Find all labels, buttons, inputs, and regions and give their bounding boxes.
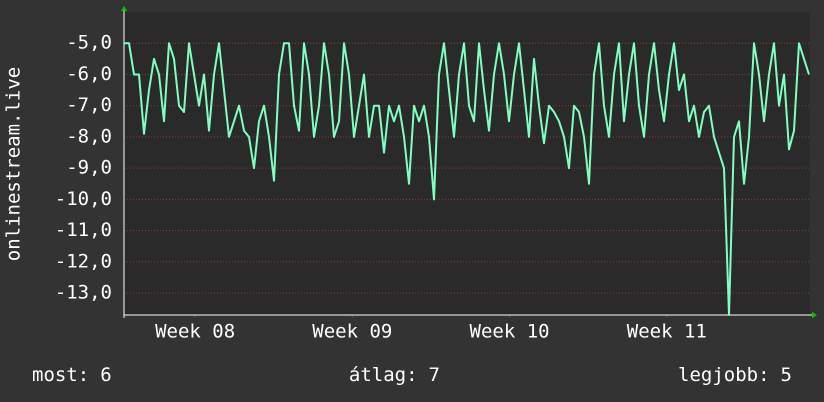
stat: átlag: 7 xyxy=(349,364,440,386)
y-axis-label: onlinestream.live xyxy=(3,67,25,261)
stat-value: 7 xyxy=(429,364,440,386)
x-tick-label: Week 11 xyxy=(627,321,707,343)
x-axis-arrow xyxy=(812,312,817,318)
plot-area xyxy=(124,12,810,315)
stat: most: 6 xyxy=(32,364,112,386)
stat-label: átlag: xyxy=(349,364,418,386)
y-tick-label: -11,0 xyxy=(55,219,112,241)
y-tick-label: -7,0 xyxy=(66,94,112,116)
x-tick-label: Week 08 xyxy=(155,321,235,343)
stat-value: 5 xyxy=(781,364,792,386)
stat-value: 6 xyxy=(100,364,111,386)
x-tick-label: Week 09 xyxy=(312,321,392,343)
y-tick-label: -10,0 xyxy=(55,188,112,210)
y-tick-label: -6,0 xyxy=(66,63,112,85)
y-tick-label: -13,0 xyxy=(55,282,112,304)
y-tick-label: -8,0 xyxy=(66,125,112,147)
y-tick-label: -5,0 xyxy=(66,32,112,54)
stat-label: most: xyxy=(32,364,89,386)
stat-label: legjobb: xyxy=(678,364,770,386)
y-tick-label: -12,0 xyxy=(55,250,112,272)
stat: legjobb: 5 xyxy=(678,364,792,386)
y-tick-label: -9,0 xyxy=(66,157,112,179)
y-axis-arrow xyxy=(121,6,127,11)
data-line xyxy=(124,42,810,316)
x-tick-label: Week 10 xyxy=(470,321,550,343)
